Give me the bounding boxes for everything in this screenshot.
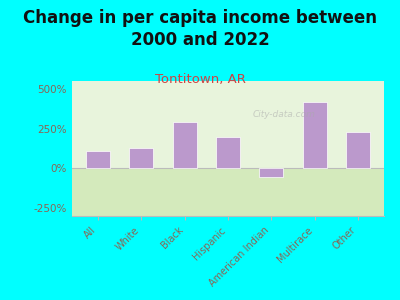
Bar [130,148,153,168]
Bar [72,81,384,168]
Text: City-data.com: City-data.com [253,110,316,119]
Text: Tontitown, AR: Tontitown, AR [154,74,246,86]
Bar [173,122,197,168]
Bar [86,151,110,168]
Bar [259,168,283,177]
Bar [216,136,240,168]
Bar [346,132,370,168]
Bar [72,168,384,216]
Text: Change in per capita income between
2000 and 2022: Change in per capita income between 2000… [23,9,377,49]
Bar [303,102,326,168]
